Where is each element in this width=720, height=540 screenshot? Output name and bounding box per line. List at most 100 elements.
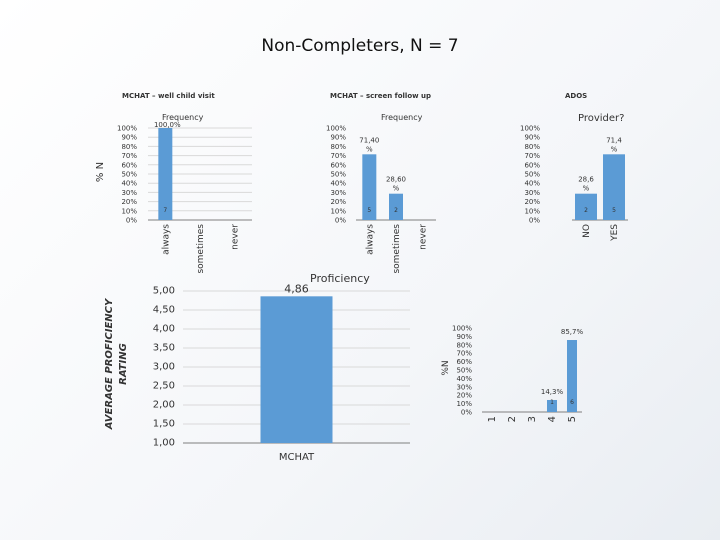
y-tick-label: 30%	[330, 189, 346, 197]
count-label: 5	[367, 207, 371, 214]
section-heading-ados: ADOS	[565, 92, 588, 100]
y-axis-label: % N	[95, 162, 106, 182]
x-tick-label: 4	[547, 416, 558, 422]
y-tick-label: 90%	[456, 333, 472, 341]
y-tick-label: 2,50	[153, 381, 175, 392]
y-axis-label: %N	[441, 360, 451, 375]
y-tick-label: 20%	[330, 198, 346, 206]
bar	[362, 154, 377, 220]
y-tick-label: 50%	[121, 171, 137, 179]
y-tick-label: 60%	[330, 161, 346, 169]
y-tick-label: 50%	[330, 171, 346, 179]
chart-title: Frequency	[162, 113, 204, 122]
x-tick-label: 3	[527, 416, 538, 422]
y-tick-label: 40%	[524, 180, 540, 188]
y-tick-label: 1,00	[153, 438, 175, 449]
y-tick-label: 5,00	[153, 286, 175, 297]
y-tick-label: 100%	[452, 325, 472, 333]
y-tick-label: 30%	[456, 383, 472, 391]
x-tick-label: never	[419, 224, 429, 250]
y-tick-label: 100%	[117, 125, 137, 133]
y-tick-label: 90%	[524, 134, 540, 142]
page-title: Non-Completers, N = 7	[261, 36, 459, 56]
y-tick-label: 60%	[121, 161, 137, 169]
y-tick-label: 2,00	[153, 400, 175, 411]
y-tick-label: 50%	[456, 367, 472, 375]
y-tick-label: 0%	[126, 217, 137, 225]
y-tick-label: 4,50	[153, 305, 175, 316]
data-label: %	[611, 145, 618, 153]
y-tick-label: 3,50	[153, 343, 175, 354]
y-tick-label: 3,00	[153, 362, 175, 373]
y-tick-label: 10%	[524, 207, 540, 215]
y-tick-label: 80%	[121, 143, 137, 151]
section-heading-wellchild: MCHAT – well child visit	[122, 92, 215, 100]
x-tick-label: always	[365, 224, 375, 255]
data-label: 4,86	[284, 282, 309, 295]
y-tick-label: 20%	[121, 198, 137, 206]
data-label: 100,0%	[154, 121, 181, 129]
data-label: 28,60	[386, 176, 406, 184]
x-tick-label: always	[161, 224, 171, 255]
data-label: 71,4	[606, 136, 622, 144]
chart-title: Provider?	[578, 113, 624, 124]
section-heading-screen: MCHAT – screen follow up	[330, 92, 432, 100]
count-label: 6	[570, 399, 574, 406]
data-label: 85,7%	[561, 328, 584, 336]
y-tick-label: 80%	[456, 341, 472, 349]
count-label: 7	[163, 207, 167, 214]
y-tick-label: 70%	[456, 350, 472, 358]
y-tick-label: 4,00	[153, 324, 175, 335]
y-tick-label: 10%	[330, 207, 346, 215]
data-label: %	[583, 185, 590, 193]
count-label: 2	[394, 207, 398, 214]
y-tick-label: 1,50	[153, 419, 175, 430]
y-tick-label: 0%	[529, 217, 540, 225]
data-label: 71,40	[359, 136, 379, 144]
y-tick-label: 30%	[524, 189, 540, 197]
y-tick-label: 20%	[456, 392, 472, 400]
bar	[547, 399, 557, 412]
y-tick-label: 20%	[524, 198, 540, 206]
chart-title: Proficiency	[310, 272, 370, 285]
bar	[567, 340, 577, 412]
x-tick-label: YES	[610, 224, 620, 242]
y-tick-label: 40%	[456, 375, 472, 383]
y-tick-label: 40%	[330, 180, 346, 188]
y-tick-label: 30%	[121, 189, 137, 197]
y-tick-label: 60%	[524, 161, 540, 169]
bar	[389, 193, 403, 220]
y-tick-label: 80%	[330, 143, 346, 151]
count-label: 1	[550, 399, 554, 406]
x-tick-label: 2	[507, 416, 518, 422]
data-label: 14,3%	[541, 388, 564, 396]
y-tick-label: 70%	[121, 152, 137, 160]
x-tick-label: never	[231, 224, 241, 250]
y-tick-label: 10%	[121, 207, 137, 215]
bar	[575, 193, 597, 220]
x-tick-label: NO	[582, 224, 592, 238]
y-tick-label: 100%	[326, 125, 346, 133]
data-label: 28,6	[578, 176, 594, 184]
count-label: 5	[612, 207, 616, 214]
y-tick-label: 70%	[524, 152, 540, 160]
y-tick-label: 90%	[330, 134, 346, 142]
y-tick-label: 0%	[335, 217, 346, 225]
x-tick-label: 1	[487, 416, 498, 422]
count-label: 2	[584, 207, 588, 214]
y-tick-label: 10%	[456, 400, 472, 408]
y-tick-label: 0%	[461, 409, 472, 417]
chart-title: Frequency	[381, 113, 423, 122]
y-tick-label: 70%	[330, 152, 346, 160]
x-tick-label: 5	[567, 416, 578, 422]
data-label: %	[393, 185, 400, 193]
x-tick-label: MCHAT	[279, 452, 315, 463]
bar	[603, 154, 625, 220]
y-tick-label: 60%	[456, 358, 472, 366]
y-tick-label: 80%	[524, 143, 540, 151]
x-tick-label: sometimes	[392, 224, 402, 274]
y-tick-label: 90%	[121, 134, 137, 142]
bar	[158, 128, 173, 220]
bar	[260, 296, 333, 443]
